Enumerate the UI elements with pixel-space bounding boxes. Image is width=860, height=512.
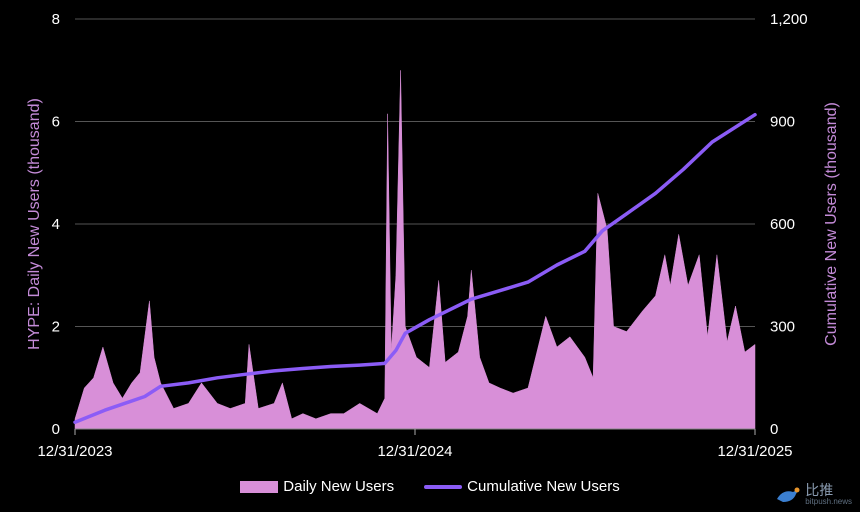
daily-new-users-area: [74, 70, 756, 430]
left-tick-label: 6: [52, 114, 60, 131]
legend-item-cumulative: Cumulative New Users: [424, 478, 620, 495]
left-tick-label: 0: [52, 421, 60, 438]
legend-swatch-cumulative: [424, 484, 463, 489]
legend-swatch-daily: [240, 480, 279, 493]
legend-item-daily: Daily New Users: [240, 478, 394, 495]
x-tick-label: 12/31/2025: [717, 443, 792, 460]
left-tick-label: 8: [52, 11, 60, 28]
left-tick-label: 4: [52, 216, 60, 233]
watermark-text-cn: 比推: [805, 483, 834, 499]
right-axis-ticks: 0 300 600 900 1,200: [770, 11, 808, 438]
bird-logo-icon: [777, 487, 800, 502]
right-tick-label: 600: [770, 216, 795, 233]
right-tick-label: 0: [770, 421, 778, 438]
left-axis-ticks: 0 2 4 6 8: [52, 11, 60, 438]
x-tick-label: 12/31/2024: [377, 443, 452, 460]
x-tick-label: 12/31/2023: [37, 443, 112, 460]
cumulative-new-users-line: [73, 112, 757, 424]
right-axis-title: Cumulative New Users (thousand): [823, 102, 840, 346]
legend-label-daily: Daily New Users: [283, 478, 395, 495]
daily-area-layer: [74, 70, 756, 430]
left-axis-title: HYPE: Daily New Users (thousand): [26, 98, 43, 350]
watermark-text-en: bitpush.news: [805, 497, 852, 506]
right-tick-label: 300: [770, 319, 795, 336]
legend-label-cumulative: Cumulative New Users: [467, 478, 620, 495]
right-tick-label: 900: [770, 114, 795, 131]
right-tick-label: 1,200: [770, 11, 808, 28]
watermark: 比推 bitpush.news: [775, 484, 852, 506]
cumulative-line-layer: [73, 112, 757, 424]
left-tick-label: 2: [52, 319, 60, 336]
x-axis-ticks: 12/31/2023 12/31/2024 12/31/2025: [37, 428, 793, 460]
legend: Daily New Users Cumulative New Users: [0, 478, 860, 495]
